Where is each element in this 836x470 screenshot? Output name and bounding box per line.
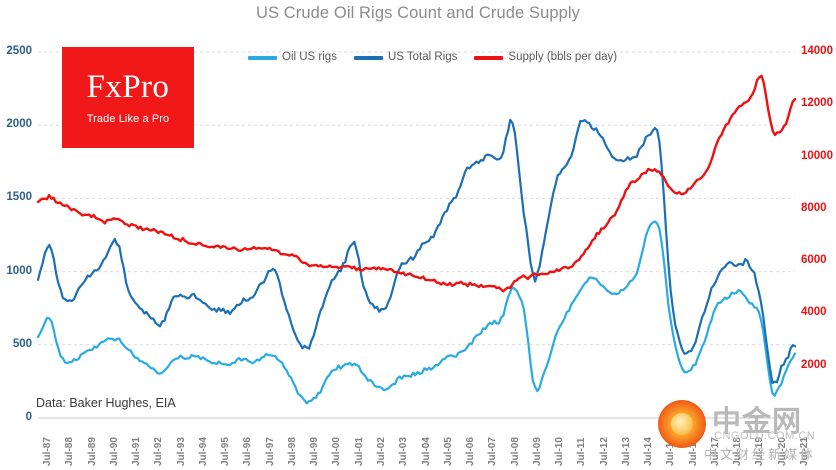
x-axis-tick: Jul-21 xyxy=(799,437,810,466)
chart-legend: Oil US rigs US Total Rigs Supply (bbls per… xyxy=(248,51,618,64)
x-axis-tick: Jul-99 xyxy=(309,437,321,466)
fxpro-logo: FxPro Trade Like a Pro xyxy=(62,47,194,148)
x-axis-tick: Jul-96 xyxy=(242,437,254,466)
x-axis-tick: Jul-10 xyxy=(554,437,566,466)
legend-item[interactable]: Supply (bbls per day) xyxy=(474,51,618,64)
x-axis-tick: Jul-98 xyxy=(286,437,298,466)
y-axis-left-tick: 1000 xyxy=(6,264,32,277)
x-axis-tick: Jul-13 xyxy=(620,437,632,466)
x-axis-tick: Jul-12 xyxy=(598,437,610,466)
legend-item[interactable]: US Total Rigs xyxy=(353,51,458,64)
x-axis-tick: Jul-06 xyxy=(465,437,477,466)
x-axis-tick: Jul-97 xyxy=(264,437,276,466)
y-axis-right-tick: 2000 xyxy=(801,358,827,371)
y-axis-left-tick: 2500 xyxy=(6,45,32,57)
legend-item[interactable]: Oil US rigs xyxy=(248,51,337,64)
series-lines xyxy=(36,74,797,405)
y-axis-right-tick: 14000 xyxy=(801,45,833,57)
x-axis-tick: Jul-87 xyxy=(42,437,53,466)
x-axis-tick: Jul-07 xyxy=(487,437,499,466)
y-axis-right-tick: 12000 xyxy=(801,97,833,110)
y-axis-left-tick: 2000 xyxy=(6,118,32,131)
x-axis-tick: Jul-91 xyxy=(131,437,143,466)
x-axis-tick: Jul-01 xyxy=(353,437,365,466)
x-axis-tick: Jul-92 xyxy=(153,437,165,466)
x-axis-tick: Jul-00 xyxy=(331,437,343,466)
x-axis-tick: Jul-04 xyxy=(420,437,432,466)
x-axis-tick: Jul-02 xyxy=(375,437,387,466)
x-axis-tick: Jul-03 xyxy=(398,437,410,466)
x-axis-tick: Jul-94 xyxy=(197,437,209,466)
legend-color-swatch xyxy=(474,56,504,60)
chart-title: US Crude Oil Rigs Count and Crude Supply xyxy=(255,4,581,22)
y-axis-right-tick: 6000 xyxy=(801,254,827,267)
y-axis-right-tick: 4000 xyxy=(801,306,827,319)
legend-label: Supply (bbls per day) xyxy=(508,51,618,63)
y-axis-left-tick: 500 xyxy=(12,337,32,350)
x-axis-tick: Jul-08 xyxy=(509,437,521,466)
x-axis-tick: Jul-88 xyxy=(64,437,76,466)
x-axis-tick: Jul-95 xyxy=(220,437,232,466)
series-line xyxy=(36,220,797,405)
legend-label: Oil US rigs xyxy=(282,51,337,63)
x-axis-tick: Jul-20 xyxy=(776,437,788,466)
x-axis-tick: Jul-05 xyxy=(442,437,454,466)
x-axis-tick: Jul-90 xyxy=(108,437,120,466)
data-source-note: Data: Baker Hughes, EIA xyxy=(36,396,176,410)
x-axis-tick: Jul-93 xyxy=(175,437,187,466)
series-line xyxy=(36,118,797,385)
series-line xyxy=(36,74,797,293)
fxpro-wordmark: FxPro xyxy=(86,68,170,105)
x-axis-tick: Jul-11 xyxy=(576,437,588,466)
x-axis-tick: Jul-15 xyxy=(665,437,677,466)
y-axis-right-tick: 10000 xyxy=(801,149,833,162)
legend-color-swatch xyxy=(353,56,383,60)
x-axis-tick: Jul-14 xyxy=(643,437,655,466)
y-axis-left-tick: 1500 xyxy=(6,191,32,204)
y-axis-left-tick: 0 xyxy=(25,411,32,423)
legend-color-swatch xyxy=(248,56,277,60)
x-axis-tick: Jul-89 xyxy=(86,437,98,466)
x-axis-tick: Jul-16 xyxy=(687,437,699,466)
x-axis-tick: Jul-18 xyxy=(732,437,744,466)
legend-label: US Total Rigs xyxy=(387,51,458,63)
x-axis-tick: Jul-09 xyxy=(531,437,543,466)
fxpro-tagline: Trade Like a Pro xyxy=(86,112,170,125)
x-axis-tick: Jul-17 xyxy=(709,437,721,466)
x-axis-tick: Jul-19 xyxy=(754,437,766,466)
y-axis-right-tick: 8000 xyxy=(801,201,827,214)
